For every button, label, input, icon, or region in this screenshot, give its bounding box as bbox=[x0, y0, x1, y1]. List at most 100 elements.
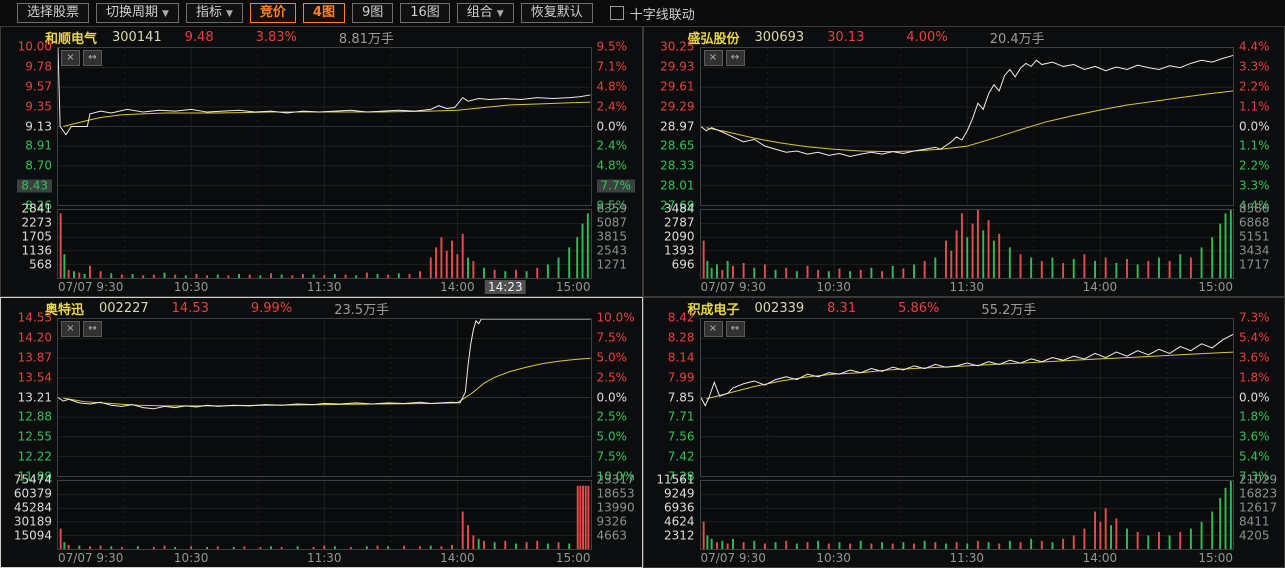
volume-tick: 75474 bbox=[13, 472, 52, 487]
stock-panel-shenghong[interactable]: 盛弘股份 300693 30.13 4.00% 20.4万手 30.25 29.9… bbox=[642, 26, 1285, 297]
percent-tick: 2.4% bbox=[596, 138, 628, 153]
grid-9-button[interactable]: 9图 bbox=[351, 3, 394, 23]
stock-panel-jicheng[interactable]: 积成电子 002339 8.31 5.86% 55.2万手 8.42 8.28 8.… bbox=[642, 297, 1285, 568]
price-tick: 28.33 bbox=[660, 158, 695, 173]
volume-tick: 2841 bbox=[21, 201, 52, 216]
intraday-chart[interactable]: × ↔ bbox=[57, 318, 592, 477]
select-stock-button[interactable]: 选择股票 bbox=[17, 3, 90, 23]
percent-tick: 2.2% bbox=[1239, 79, 1270, 94]
close-icon[interactable]: × bbox=[61, 321, 80, 337]
stock-header: 和顺电气 300141 9.48 3.83% 8.81万手 bbox=[1, 27, 642, 47]
percent-axis: 4.4% 3.3% 2.2% 1.1% 0.0% 1.1% 2.2% 3.3% 4.4% bbox=[1234, 40, 1284, 212]
close-icon[interactable]: × bbox=[703, 321, 723, 337]
stock-name: 盛弘股份 bbox=[687, 31, 740, 47]
time-tick: 10:30 bbox=[816, 280, 851, 294]
volume-tick: 9249 bbox=[663, 486, 695, 501]
percent-tick: 9.5% bbox=[596, 39, 628, 54]
stock-change-pct: 9.99% bbox=[250, 300, 293, 316]
percent-tick: 4.4% bbox=[1239, 39, 1270, 54]
percent-tick: 5.4% bbox=[1239, 330, 1270, 345]
volume-chart[interactable] bbox=[699, 209, 1234, 279]
price-tick: 12.55 bbox=[17, 429, 52, 444]
volume-tick: 2543 bbox=[596, 243, 628, 258]
volume-tick: 3434 bbox=[1239, 243, 1270, 258]
stock-volume: 23.5万手 bbox=[334, 302, 390, 318]
time-axis: 07/07 9:30 10:30 11:30 14:00 14:23 15:00 bbox=[58, 279, 591, 296]
percent-tick: 3.6% bbox=[1239, 429, 1270, 444]
price-tick: 28.01 bbox=[660, 178, 695, 193]
grid-4-button[interactable]: 4图 bbox=[302, 3, 345, 23]
time-tick: 15:00 bbox=[555, 551, 591, 565]
percent-tick: 9.5% bbox=[596, 198, 628, 213]
intraday-chart[interactable]: × ↔ bbox=[57, 47, 592, 206]
price-tick: 29.93 bbox=[660, 59, 695, 74]
percent-tick: 0.0% bbox=[596, 390, 628, 404]
price-tick: 7.85 bbox=[667, 390, 695, 404]
volume-tick: 696 bbox=[671, 257, 695, 272]
stock-header: 盛弘股份 300693 30.13 4.00% 20.4万手 bbox=[644, 27, 1285, 47]
close-icon[interactable]: × bbox=[61, 50, 80, 66]
price-tick: 28.97 bbox=[660, 119, 695, 133]
stock-panel-aotexun[interactable]: 奥特迅 002227 14.53 9.99% 23.5万手 14.53 14.20… bbox=[0, 297, 643, 568]
volume-axis-right: 8586 6868 5151 3434 1717 bbox=[1234, 202, 1284, 279]
price-tick: 12.22 bbox=[17, 449, 52, 464]
volume-tick: 5151 bbox=[1239, 229, 1270, 244]
volume-tick: 4663 bbox=[596, 528, 628, 543]
stock-change-pct: 4.00% bbox=[906, 29, 948, 45]
price-tick: 7.56 bbox=[667, 429, 695, 444]
percent-axis: 10.0% 7.5% 5.0% 2.5% 0.0% 2.5% 5.0% 7.5% 10.0% bbox=[592, 311, 642, 483]
volume-tick: 12617 bbox=[1239, 500, 1278, 515]
time-axis: 07/07 9:30 10:30 11:30 14:00 15:00 bbox=[58, 550, 591, 567]
close-icon[interactable]: × bbox=[703, 50, 723, 66]
time-tick: 10:30 bbox=[816, 551, 851, 565]
resize-icon[interactable]: ↔ bbox=[725, 321, 745, 337]
resize-icon[interactable]: ↔ bbox=[725, 50, 745, 66]
chevron-down-icon: ▼ bbox=[225, 9, 233, 19]
time-tick: 14:00 bbox=[440, 280, 475, 294]
time-tick: 11:30 bbox=[949, 280, 985, 294]
intraday-chart[interactable]: × ↔ bbox=[699, 47, 1234, 206]
percent-tick: 7.3% bbox=[1239, 310, 1270, 325]
stock-panel-heshun[interactable]: 和顺电气 300141 9.48 3.83% 8.81万手 10.00 9.78 9… bbox=[0, 26, 643, 297]
resize-icon[interactable]: ↔ bbox=[83, 50, 102, 66]
volume-tick: 30189 bbox=[13, 514, 52, 529]
chevron-down-icon: ▼ bbox=[496, 9, 504, 19]
percent-tick: 10.0% bbox=[596, 469, 635, 484]
price-tick: 8.26 bbox=[25, 198, 52, 213]
volume-tick: 11561 bbox=[656, 472, 695, 487]
percent-tick: 0.0% bbox=[596, 119, 628, 133]
time-tick: 14:00 bbox=[1082, 551, 1118, 565]
price-tick: 8.28 bbox=[667, 330, 695, 345]
volume-tick: 1393 bbox=[663, 243, 695, 258]
volume-chart[interactable] bbox=[57, 480, 592, 550]
price-tick: 9.78 bbox=[25, 59, 52, 74]
bidding-button[interactable]: 竞价 bbox=[249, 3, 296, 23]
switch-period-button[interactable]: 切换周期 ▼ bbox=[96, 3, 179, 23]
resize-icon[interactable]: ↔ bbox=[83, 321, 102, 337]
volume-tick: 4205 bbox=[1239, 528, 1270, 543]
volume-tick: 45284 bbox=[13, 500, 52, 515]
volume-chart[interactable] bbox=[57, 209, 592, 279]
restore-default-button[interactable]: 恢复默认 bbox=[520, 3, 593, 23]
grid-16-button[interactable]: 16图 bbox=[400, 3, 450, 23]
crosshair-link-checkbox[interactable] bbox=[609, 6, 624, 20]
volume-tick: 13990 bbox=[596, 500, 635, 515]
percent-tick: 4.8% bbox=[596, 79, 628, 94]
price-tick: 8.43 bbox=[17, 179, 52, 193]
indicator-button[interactable]: 指标 ▼ bbox=[185, 3, 243, 23]
crosshair-link-label: 十字线联动 bbox=[629, 7, 695, 23]
intraday-chart[interactable]: × ↔ bbox=[699, 318, 1234, 477]
volume-axis-right: 23317 18653 13990 9326 4663 bbox=[592, 473, 642, 550]
combo-button[interactable]: 组合 ▼ bbox=[456, 3, 514, 23]
price-tick: 11.89 bbox=[17, 469, 52, 484]
percent-tick: 4.4% bbox=[1239, 198, 1270, 213]
percent-tick: 3.6% bbox=[1239, 350, 1270, 365]
stock-price: 8.31 bbox=[827, 300, 857, 316]
volume-axis-right: 6359 5087 3815 2543 1271 bbox=[592, 202, 642, 279]
volume-chart[interactable] bbox=[699, 480, 1234, 550]
time-tick: 15:00 bbox=[555, 280, 591, 294]
percent-tick: 2.5% bbox=[596, 370, 628, 385]
price-tick: 14.53 bbox=[17, 310, 52, 325]
time-tick: 15:00 bbox=[1198, 551, 1233, 565]
time-axis: 07/07 9:30 10:30 11:30 14:00 15:00 bbox=[701, 550, 1234, 567]
